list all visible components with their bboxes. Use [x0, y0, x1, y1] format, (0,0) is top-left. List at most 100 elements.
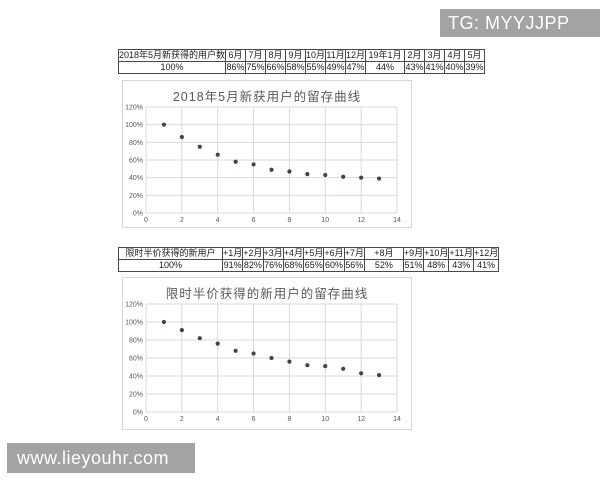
- y-axis-tick-label: 40%: [129, 175, 143, 182]
- data-point: [197, 144, 202, 149]
- data-point: [376, 176, 382, 181]
- y-axis-tick-label: 80%: [129, 338, 143, 345]
- table-cell: 7月: [245, 49, 267, 62]
- y-axis-tick-label: 40%: [129, 374, 143, 381]
- x-axis-tick-label: 14: [393, 217, 401, 224]
- y-axis-tick-label: 0%: [133, 211, 143, 218]
- table-cell: 5月: [464, 49, 486, 62]
- table-cell: +4月: [282, 247, 305, 260]
- table-cell: +7月: [343, 247, 365, 260]
- y-axis-tick-label: 80%: [129, 140, 143, 147]
- table-cell: 100%: [118, 259, 223, 272]
- table-cell: 66%: [265, 61, 287, 74]
- x-axis-tick-label: 2: [180, 416, 184, 423]
- table-cell: +1月: [221, 247, 244, 260]
- data-point: [233, 159, 238, 164]
- table-cell: 40%: [444, 61, 466, 74]
- data-point: [215, 341, 220, 346]
- table-cell: 49%: [325, 61, 347, 74]
- table-cell: 60%: [323, 259, 345, 272]
- retention-table-may-2018: 2018年5月新获得的用户数 6月 7月 8月 9月 10月 11月 12月 19年1月 2月 3月…: [117, 49, 486, 74]
- table-cell: 48%: [423, 259, 450, 272]
- watermark-website-banner: www.lieyouhr.com: [7, 443, 195, 473]
- table-cell: 4月: [444, 49, 466, 62]
- data-point: [305, 172, 310, 177]
- watermark-telegram-banner: TG: MYYJJPP: [440, 9, 600, 37]
- table-cell: +9月: [402, 247, 425, 260]
- table-cell: 82%: [242, 259, 264, 272]
- table-cell: 58%: [285, 61, 307, 74]
- table-values-row: 100% 86% 75% 66% 58% 55% 49% 47% 44% 43% 41% 40% 39%: [117, 61, 486, 74]
- table-cell: 2月: [404, 49, 426, 62]
- scatter-plot-half-price: 0 2 4 6 8 10 12 14 0% 20% 40% 60% 80% 100% 120%: [125, 302, 401, 424]
- x-axis-tick-label: 4: [216, 217, 220, 224]
- table-cell: 43%: [404, 61, 426, 74]
- table-cell: 56%: [343, 259, 365, 272]
- data-point: [269, 167, 274, 172]
- table-cell: +12月: [473, 247, 500, 260]
- data-point: [287, 169, 292, 174]
- table-cell: 限时半价获得的新用户: [118, 247, 223, 260]
- table-cell: 86%: [225, 61, 247, 74]
- data-point: [233, 348, 238, 353]
- data-point: [251, 162, 256, 167]
- table-cell: 44%: [365, 61, 406, 74]
- x-axis-tick-label: 8: [287, 217, 291, 224]
- x-axis-tick-label: 4: [216, 416, 220, 423]
- x-axis-tick-label: 2: [180, 217, 184, 224]
- y-axis-tick-label: 120%: [125, 302, 143, 309]
- data-point: [341, 366, 346, 371]
- data-point: [376, 373, 382, 378]
- data-point: [269, 355, 274, 361]
- table-cell: 43%: [448, 259, 475, 272]
- retention-chart-half-price: 限时半价获得的新用户的留存曲线 0 2 4 6 8 10 12 14 0% 20% 40% 60% 80…: [122, 277, 412, 430]
- x-axis-tick-label: 10: [321, 416, 329, 423]
- data-point: [287, 359, 292, 364]
- x-axis-tick-label: 14: [393, 416, 401, 423]
- retention-chart-may-2018: 2018年5月新获用户的留存曲线 0 2 4 6 8 10 12 14 0% 20% 40% 60% 8…: [122, 80, 412, 228]
- table-cell: 76%: [262, 259, 284, 272]
- y-axis-tick-label: 120%: [125, 105, 143, 112]
- table-cell: 6月: [225, 49, 247, 62]
- scatter-plot-may-2018: 0 2 4 6 8 10 12 14 0% 20% 40% 60% 80% 100% 120%: [125, 105, 401, 225]
- y-axis-tick-label: 100%: [125, 320, 143, 327]
- table-cell: 12月: [345, 49, 367, 62]
- watermark-telegram-text: TG: MYYJJPP: [448, 12, 570, 33]
- x-axis-tick-label: 10: [321, 217, 329, 224]
- data-point: [179, 328, 184, 333]
- table-cell: 100%: [117, 61, 227, 74]
- x-axis-tick-label: 12: [357, 416, 365, 423]
- x-axis-tick-label: 6: [252, 416, 256, 423]
- table-cell: +11月: [448, 247, 475, 260]
- watermark-website-text: www.lieyouhr.com: [17, 447, 170, 468]
- table-values-row: 100% 91% 82% 76% 68% 65% 60% 56% 52% 51% 48% 43% 41%: [118, 259, 500, 272]
- x-axis-tick-label: 0: [144, 416, 148, 423]
- data-point: [323, 364, 328, 369]
- y-axis-tick-label: 60%: [129, 356, 143, 363]
- table-cell: 9月: [285, 49, 307, 62]
- table-cell: +10月: [423, 247, 450, 260]
- x-axis-tick-label: 8: [287, 416, 291, 423]
- data-point: [341, 174, 346, 179]
- table-cell: +3月: [262, 247, 284, 260]
- table-cell: 11月: [325, 49, 347, 62]
- table-cell: 10月: [305, 49, 327, 62]
- table-header-row: 限时半价获得的新用户 +1月 +2月 +3月 +4月 +5月 +6月 +7月 +8月 +9月 +10…: [118, 247, 500, 260]
- data-point: [215, 152, 220, 157]
- table-cell: 47%: [345, 61, 367, 74]
- chart-title: 限时半价获得的新用户的留存曲线: [165, 287, 369, 301]
- y-axis-tick-label: 100%: [125, 122, 143, 129]
- table-cell: 3月: [424, 49, 446, 62]
- y-axis-tick-label: 0%: [133, 410, 143, 417]
- table-cell: +6月: [323, 247, 345, 260]
- table-cell: +2月: [242, 247, 264, 260]
- data-point: [359, 175, 364, 180]
- table-header-row: 2018年5月新获得的用户数 6月 7月 8月 9月 10月 11月 12月 19年1月 2月 3月…: [117, 49, 486, 62]
- table-cell: 2018年5月新获得的用户数: [117, 49, 227, 62]
- table-cell: 91%: [221, 259, 244, 272]
- table-cell: 19年1月: [365, 49, 406, 62]
- data-point: [161, 122, 167, 127]
- table-cell: 65%: [303, 259, 325, 272]
- table-cell: 55%: [305, 61, 327, 74]
- data-point: [305, 363, 310, 368]
